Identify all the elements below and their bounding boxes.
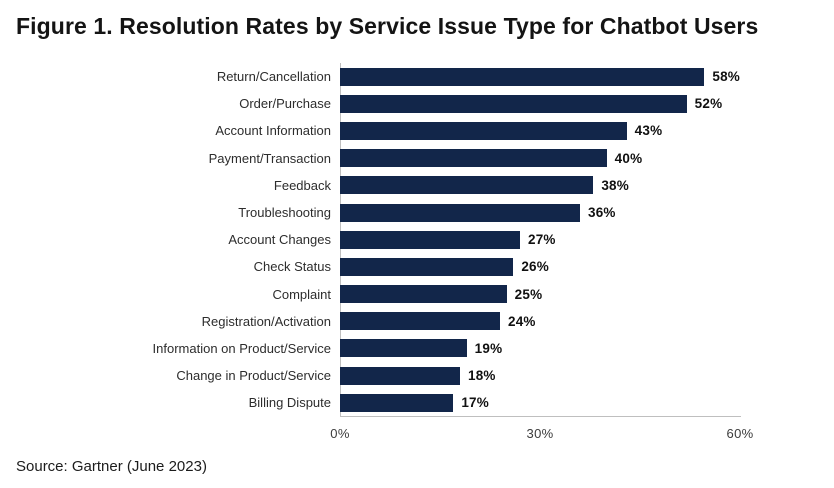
bar (340, 230, 520, 249)
category-label: Complaint (272, 286, 331, 302)
plot-cell: 27% (340, 226, 740, 253)
bar (340, 176, 594, 195)
value-label: 43% (634, 123, 663, 139)
plot-cell: 43% (340, 117, 740, 144)
bar (340, 285, 507, 304)
table-row: Change in Product/Service 18% (16, 362, 806, 389)
bar (340, 312, 500, 331)
plot-cell: 26% (340, 253, 740, 280)
bar (340, 257, 514, 276)
bar-chart: Return/Cancellation 58% Order/Purchase 52% A… (16, 63, 806, 443)
table-row: Feedback 38% (16, 172, 806, 199)
bar (340, 203, 580, 222)
x-axis-line (340, 416, 741, 418)
plot-cell: 40% (340, 145, 740, 172)
category-label: Order/Purchase (239, 96, 331, 112)
category-label: Account Information (215, 123, 331, 139)
bar (340, 121, 627, 140)
table-row: Order/Purchase 52% (16, 90, 806, 117)
bar (340, 149, 607, 168)
x-axis-ticks: 0% 30% 60% (330, 417, 753, 443)
x-tick-label: 0% (330, 426, 350, 442)
x-tick-label: 60% (726, 426, 754, 442)
value-label: 24% (508, 313, 536, 329)
value-label: 19% (474, 340, 503, 356)
category-label: Information on Product/Service (152, 340, 331, 356)
value-label: 25% (514, 286, 543, 302)
plot-cell: 52% (340, 90, 740, 117)
category-label: Change in Product/Service (176, 368, 331, 384)
plot-cell: 58% (340, 63, 740, 90)
value-label: 58% (712, 69, 740, 85)
x-tick-label: 30% (526, 426, 554, 442)
bar (340, 67, 705, 86)
bar (340, 339, 467, 358)
bar (340, 94, 687, 113)
table-row: Check Status 26% (16, 253, 806, 280)
table-row: Information on Product/Service 19% (16, 335, 806, 362)
plot-cell: 24% (340, 308, 740, 335)
value-label: 26% (521, 259, 549, 275)
value-label: 18% (468, 368, 496, 384)
table-row: Complaint 25% (16, 281, 806, 308)
table-row: Registration/Activation 24% (16, 308, 806, 335)
value-label: 40% (614, 150, 643, 166)
plot-cell: 18% (340, 362, 740, 389)
category-label: Troubleshooting (238, 205, 331, 221)
bar (340, 393, 454, 412)
category-label: Return/Cancellation (216, 69, 331, 85)
table-row: Return/Cancellation 58% (16, 63, 806, 90)
plot-cell: 19% (340, 335, 740, 362)
bar (340, 366, 460, 385)
table-row: Billing Dispute 17% (16, 389, 806, 416)
table-row: Payment/Transaction 40% (16, 145, 806, 172)
category-label: Account Changes (228, 232, 331, 248)
value-label: 27% (528, 232, 556, 248)
table-row: Account Information 43% (16, 117, 806, 144)
table-row: Troubleshooting 36% (16, 199, 806, 226)
value-label: 38% (601, 177, 629, 193)
bar-rows: Return/Cancellation 58% Order/Purchase 52% A… (16, 63, 806, 417)
plot-cell: 17% (340, 389, 740, 416)
category-label: Registration/Activation (201, 313, 331, 329)
value-label: 17% (461, 395, 489, 411)
value-label: 52% (694, 96, 723, 112)
category-label: Feedback (273, 177, 331, 193)
table-row: Account Changes 27% (16, 226, 806, 253)
category-label: Payment/Transaction (208, 150, 331, 166)
plot-cell: 25% (340, 281, 740, 308)
page-title: Figure 1. Resolution Rates by Service Is… (16, 13, 759, 39)
plot-cell: 38% (340, 172, 740, 199)
value-label: 36% (588, 205, 616, 221)
category-label: Billing Dispute (248, 395, 331, 411)
category-label: Check Status (253, 259, 331, 275)
source-text: Source: Gartner (June 2023) (16, 458, 207, 475)
plot-cell: 36% (340, 199, 740, 226)
